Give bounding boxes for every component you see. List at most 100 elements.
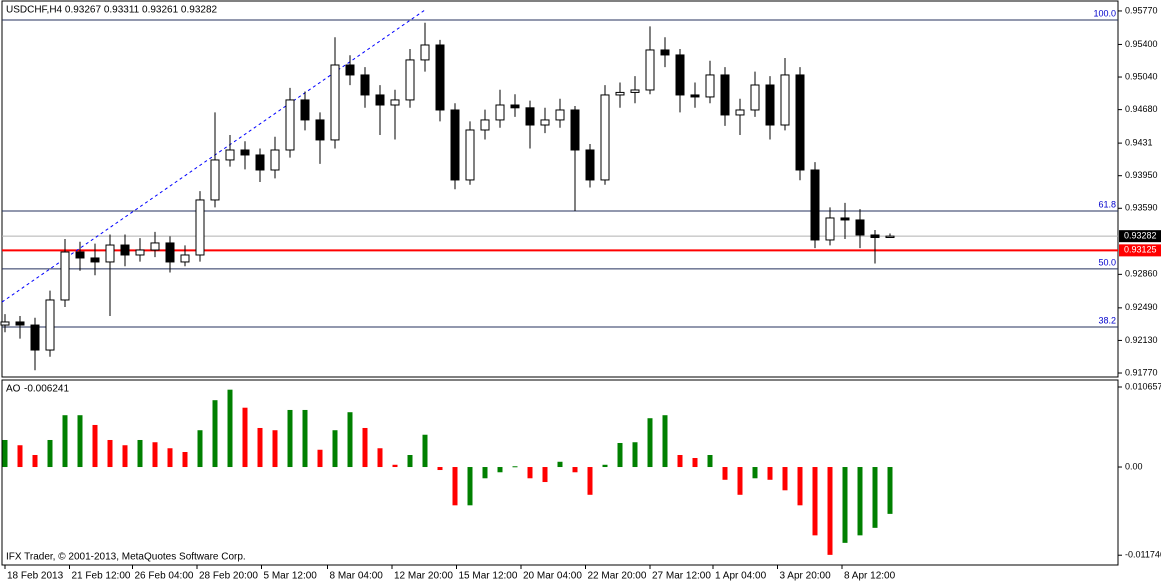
ao-bar [257, 427, 263, 468]
x-tick-label: 28 Feb 20:00 [199, 571, 258, 582]
ao-bar [527, 467, 533, 479]
candle-body [705, 74, 715, 98]
ao-bar [737, 467, 743, 495]
ao-bar [857, 467, 863, 536]
ao-bar [272, 430, 278, 468]
x-tick-label: 26 Feb 04:00 [135, 571, 194, 582]
ao-bar [542, 467, 548, 483]
ao-bar [17, 445, 23, 468]
x-tick-label: 8 Apr 12:00 [844, 571, 896, 582]
ao-bar [392, 464, 398, 468]
ao-bar [422, 434, 428, 468]
ao-bar [887, 467, 893, 514]
candle-body [345, 64, 355, 76]
candle-body [420, 44, 430, 61]
ao-bar [62, 415, 68, 468]
y-tick-label: 0.010657 [1125, 381, 1161, 391]
ao-bar [827, 467, 833, 555]
candle-body [240, 149, 250, 156]
y-tick-label: 0.95400 [1125, 39, 1158, 49]
candle-body [300, 99, 310, 121]
ao-bar [467, 467, 473, 506]
candle-body [645, 49, 655, 91]
ao-bar [812, 467, 818, 536]
ao-bar [287, 409, 293, 468]
ao-bar [212, 400, 218, 468]
ao-bar [722, 467, 728, 480]
y-tick-label: 0.00 [1125, 461, 1143, 471]
candle-body [105, 244, 115, 263]
ao-bar [482, 467, 488, 479]
ao-bar [617, 442, 623, 468]
ao-panel [1, 379, 1119, 566]
candle-body [525, 107, 535, 126]
ao-bar [797, 467, 803, 506]
candle-body [630, 89, 640, 93]
ao-bar [602, 464, 608, 468]
candle-body [510, 104, 520, 109]
candle-body [825, 217, 835, 241]
x-tick-label: 27 Mar 12:00 [652, 571, 711, 582]
ao-bar [557, 461, 563, 468]
candle-body [810, 169, 820, 241]
candle-body [540, 119, 550, 126]
candle-body [870, 234, 880, 239]
y-tick-label: -0.011746 [1125, 550, 1161, 560]
candle-body [615, 91, 625, 96]
fib-label: 61.8 [1098, 199, 1116, 209]
ao-bar [137, 439, 143, 468]
x-tick-label: 8 Mar 04:00 [330, 571, 384, 582]
candle-body [60, 251, 70, 301]
candle-body [765, 84, 775, 126]
ao-bar [572, 467, 578, 473]
x-tick-label: 20 Mar 04:00 [523, 571, 582, 582]
y-tick-label: 0.9431 [1125, 137, 1153, 147]
y-tick-label: 0.95770 [1125, 5, 1158, 15]
ao-bar [407, 455, 413, 468]
candle-body [585, 149, 595, 181]
candle-body [450, 109, 460, 181]
candle-body [210, 159, 220, 201]
ao-bar [227, 389, 233, 468]
x-tick-label: 12 Mar 20:00 [394, 571, 453, 582]
ao-bar [452, 467, 458, 506]
ao-bar [122, 445, 128, 468]
y-tick-label: 0.92860 [1125, 269, 1158, 279]
candle-body [135, 249, 145, 256]
y-tick-label: 0.93590 [1125, 203, 1158, 213]
candle-body [165, 242, 175, 263]
candle-body [885, 235, 895, 239]
ao-bar [242, 407, 248, 468]
candle-body [225, 149, 235, 161]
ao-bar [497, 467, 503, 473]
candle-body [315, 119, 325, 141]
indicator-title: AO [6, 384, 21, 395]
candle-body [855, 219, 865, 236]
candle-body [600, 94, 610, 181]
ao-bar [2, 439, 8, 468]
chart-title: USDCHF,H4 0.93267 0.93311 0.93261 0.9328… [6, 5, 218, 16]
candle-body [255, 154, 265, 171]
candle-body [360, 74, 370, 96]
ao-bar [167, 448, 173, 468]
candle-body [120, 244, 130, 256]
trend-line [1, 9, 426, 303]
ao-bar [152, 442, 158, 468]
candle-body [795, 74, 805, 171]
candle-body [30, 324, 40, 351]
ao-bar [587, 467, 593, 495]
y-tick-label: 0.92130 [1125, 335, 1158, 345]
x-tick-label: 15 Mar 12:00 [459, 571, 518, 582]
candle-body [75, 251, 85, 259]
x-tick-label: 5 Mar 12:00 [264, 571, 318, 582]
ao-bar [677, 455, 683, 468]
ao-bar [842, 467, 848, 543]
candle-body [555, 109, 565, 121]
x-tick-label: 21 Feb 12:00 [72, 571, 131, 582]
candle-body [570, 109, 580, 151]
ao-bar [107, 439, 113, 468]
indicator-value: -0.006241 [24, 384, 69, 395]
ao-bar [512, 466, 518, 468]
ao-bar [47, 439, 53, 468]
